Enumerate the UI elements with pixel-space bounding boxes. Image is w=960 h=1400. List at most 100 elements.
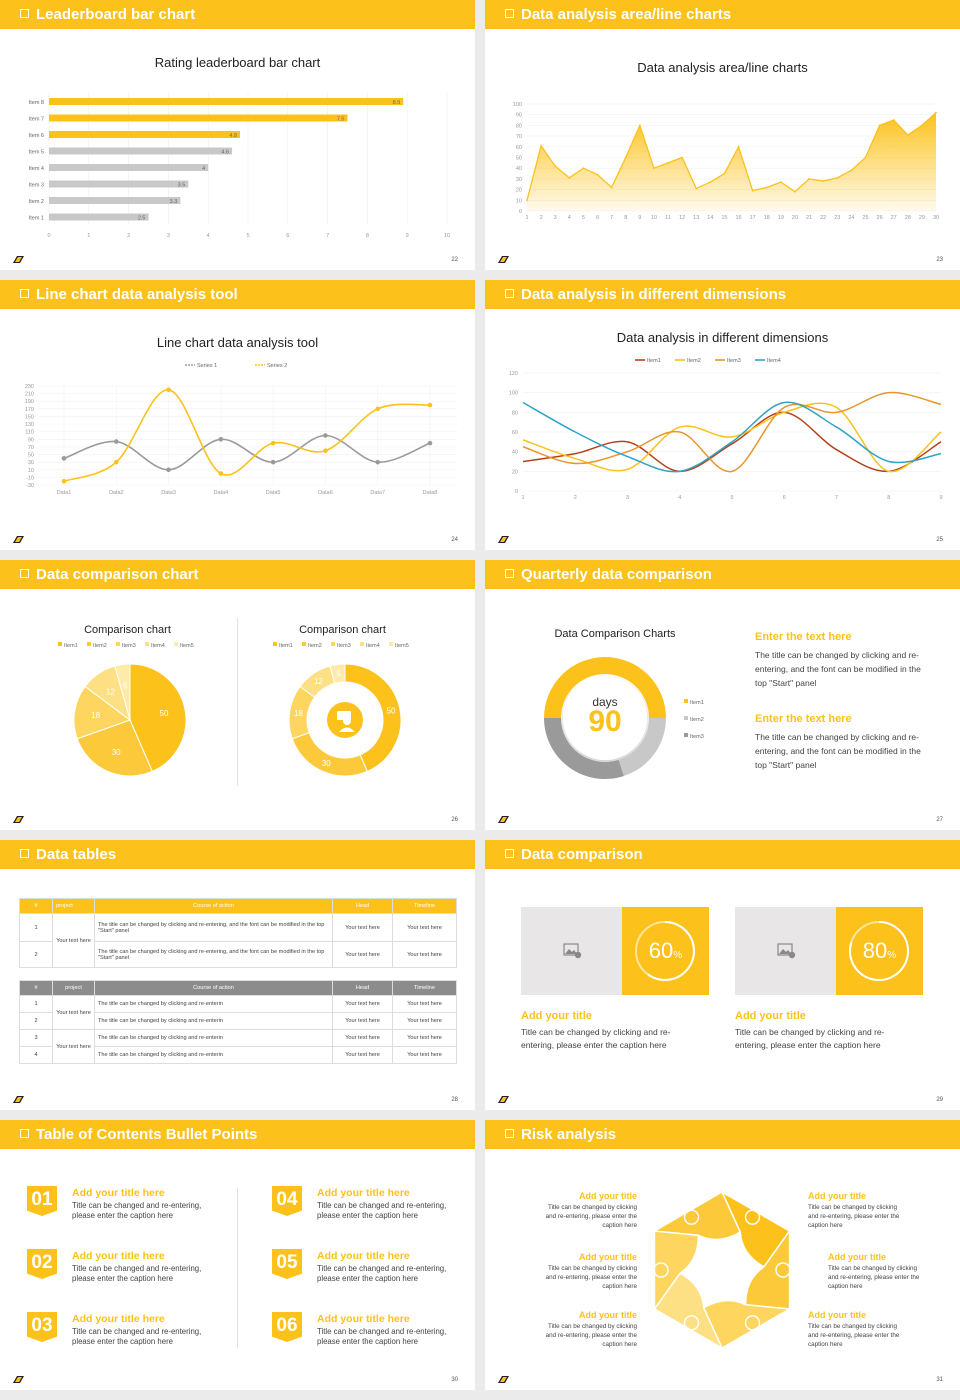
slide-28[interactable]: Data tables # project Course of action H… — [0, 840, 475, 1110]
header-title: Table of Contents Bullet Points — [36, 1126, 258, 1143]
data-point — [582, 167, 585, 170]
item-text: Title can be changed and re-entering, pl… — [317, 1327, 447, 1346]
slide-header: Quarterly data comparison — [485, 560, 960, 589]
x-tick-label: Data7 — [370, 490, 385, 496]
chart-title: Comparison chart — [84, 624, 171, 636]
x-tick-label: 9 — [638, 215, 641, 221]
x-tick-label: 1 — [87, 233, 90, 239]
table-cell: The title can be changed by clicking and… — [94, 1029, 333, 1047]
segment-icon — [744, 1315, 761, 1331]
x-tick-label: 8 — [887, 495, 890, 501]
legend-swatch — [273, 642, 277, 646]
x-tick-label: 6 — [596, 215, 599, 221]
data-point — [808, 178, 810, 180]
item-text: Title can be changed and re-entering, pl… — [317, 1201, 447, 1220]
checkbox-icon — [505, 849, 514, 858]
data-point — [427, 402, 433, 408]
item-text: Title can be changed by clicking and re-… — [735, 1027, 885, 1050]
col-header: Course of action — [94, 898, 333, 914]
bar-chart: 0 1 2 3 4 5 6 7 8 9 10 Item 8 8.9 Item 7 7.5 Item 6 4.8 I… — [29, 93, 450, 239]
legend-swatch — [331, 642, 335, 646]
chart-title: Line chart data analysis tool — [156, 335, 319, 350]
user-icon-head — [343, 717, 351, 725]
data-point — [822, 180, 825, 182]
slide-header: Risk analysis — [485, 1120, 960, 1149]
data-label: 2.5 — [138, 216, 146, 222]
legend-label: Item4 — [151, 643, 165, 649]
header-title: Data comparison chart — [36, 566, 199, 583]
data-table-1: # project Course of action Head Timeline… — [19, 898, 457, 968]
data-label: 50 — [160, 709, 169, 718]
donut-center — [563, 676, 647, 760]
x-tick-label: 18 — [764, 215, 770, 221]
image-placeholder[interactable] — [521, 907, 622, 995]
y-tick-label: 20 — [512, 469, 518, 475]
slide-25[interactable]: Data analysis in different dimensions Da… — [485, 280, 960, 550]
x-tick-label: 9 — [406, 233, 409, 239]
slide-31[interactable]: Risk analysis Add your title Title can b… — [485, 1120, 960, 1390]
page-number: 31 — [936, 1377, 943, 1383]
x-tick-label: 3 — [554, 215, 557, 221]
slide-26[interactable]: Data comparison chart Comparison chart C… — [0, 560, 475, 830]
table-cell: Your text here — [392, 1046, 457, 1064]
item-number: 01 — [27, 1186, 57, 1216]
x-tick-label: 16 — [735, 215, 741, 221]
pie-slice — [129, 663, 187, 773]
x-tick-label: 1 — [525, 215, 528, 221]
table-cell: The title can be changed by clicking and… — [94, 941, 333, 968]
x-tick-label: 23 — [834, 215, 840, 221]
x-tick-label: 19 — [778, 215, 784, 221]
page-number: 26 — [451, 817, 458, 823]
slide-23[interactable]: Data analysis area/line charts Data anal… — [485, 0, 960, 270]
checkbox-icon — [505, 9, 514, 18]
slide-27[interactable]: Quarterly data comparison Data Compariso… — [485, 560, 960, 830]
legend-label: Series 1 — [197, 363, 217, 369]
data-point — [610, 186, 613, 189]
data-label: 18 — [294, 709, 303, 718]
header-title: Leaderboard bar chart — [36, 6, 196, 23]
bar — [49, 197, 181, 204]
y-tick-label: 70 — [516, 134, 522, 140]
data-point — [526, 199, 528, 202]
multi-line-chart: 0 20 40 60 80 100 120 1 2 3 4 5 6 7 8 9 Item1 Item2 Item3 I… — [509, 358, 943, 501]
item-title: Add your title — [808, 1310, 866, 1320]
series-line — [522, 401, 942, 473]
risk-cycle-diagram — [652, 1190, 792, 1350]
x-tick-label: 4 — [207, 233, 210, 239]
y-tick-label: 190 — [25, 399, 34, 405]
y-tick-label: 30 — [516, 177, 522, 183]
legend-swatch — [684, 716, 688, 720]
item-title: Add your title here — [72, 1187, 165, 1199]
item-number: 05 — [272, 1249, 302, 1279]
area-line — [526, 112, 937, 201]
item-text: Title can be changed by clicking and re-… — [521, 1027, 671, 1050]
item-number: 03 — [27, 1312, 57, 1342]
table-cell: The title can be changed by clicking and… — [94, 1012, 333, 1030]
logo-icon — [498, 1096, 509, 1103]
bar — [49, 131, 241, 138]
slide-header: Data analysis area/line charts — [485, 0, 960, 29]
text-paragraph: The title can be changed by clicking and… — [755, 650, 921, 688]
x-tick-label: 3 — [626, 495, 629, 501]
slide-29[interactable]: Data comparison 60% 80% Add your title T… — [485, 840, 960, 1110]
slide-24[interactable]: Line chart data analysis tool Line chart… — [0, 280, 475, 550]
data-point — [323, 433, 328, 438]
legend-label: Item2 — [690, 717, 704, 723]
x-tick-label: 21 — [806, 215, 812, 221]
slide-header: Table of Contents Bullet Points — [0, 1120, 475, 1149]
divider — [237, 618, 238, 786]
table-cell: 4 — [19, 1046, 53, 1064]
y-tick-label: 10 — [516, 198, 522, 204]
y-tick-label: Item 1 — [29, 216, 44, 222]
image-placeholder[interactable] — [735, 907, 836, 995]
slide-22[interactable]: Leaderboard bar chart Rating leaderboard… — [0, 0, 475, 270]
data-label: 5 — [123, 682, 128, 691]
page-number: 30 — [451, 1377, 458, 1383]
y-tick-label: 0 — [515, 489, 518, 495]
slide-30[interactable]: Table of Contents Bullet Points 01 Add y… — [0, 1120, 475, 1390]
x-tick-label: Data4 — [214, 490, 229, 496]
donut-chart: Item1 Item2 Item3 — [544, 657, 704, 779]
x-tick-label: 9 — [939, 495, 942, 501]
risk-item: Add your title Title can be changed by c… — [545, 1252, 637, 1291]
